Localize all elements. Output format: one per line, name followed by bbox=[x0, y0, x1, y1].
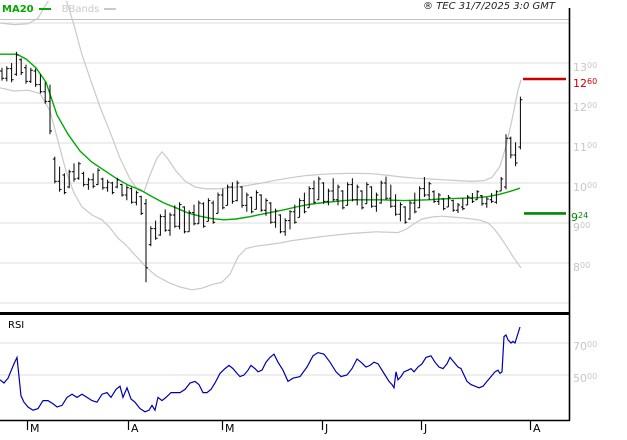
chart-legend: MA20 BBands bbox=[2, 2, 117, 16]
y-axis-label: 1000 bbox=[573, 181, 597, 194]
x-axis-month-label: M bbox=[225, 422, 235, 435]
y-axis-label-main: 11 bbox=[573, 141, 587, 154]
y-axis-label: 1100 bbox=[573, 141, 597, 154]
x-axis-month-label: A bbox=[533, 422, 541, 435]
y-axis-label: 5000 bbox=[573, 372, 597, 385]
y-axis-label-decimals: 00 bbox=[587, 372, 598, 381]
y-axis-label-decimals: 00 bbox=[587, 141, 598, 150]
y-axis-label: 924 bbox=[571, 211, 588, 224]
bollinger-lower-line bbox=[0, 87, 522, 291]
y-axis-label: 7000 bbox=[573, 340, 597, 353]
legend-bbands-swatch bbox=[104, 8, 117, 10]
ma20-line bbox=[0, 53, 521, 221]
y-axis-label-main: 12 bbox=[573, 101, 587, 114]
legend-bbands-label: BBands bbox=[61, 3, 100, 15]
y-axis-label-main: 13 bbox=[573, 61, 587, 74]
y-axis-label: 900 bbox=[573, 221, 590, 234]
panel-separator bbox=[0, 312, 569, 315]
price-gridlines bbox=[0, 22, 569, 304]
y-axis-label-main: 70 bbox=[573, 340, 587, 353]
y-axis-label-main: 8 bbox=[573, 261, 580, 274]
y-axis-label: 1260 bbox=[573, 77, 597, 90]
x-axis-month-label: J bbox=[325, 422, 329, 435]
y-axis-label: 1300 bbox=[573, 61, 597, 74]
copyright-text: ® TEC 31/7/2025 3:0 GMT bbox=[423, 1, 555, 12]
y-axis-label-main: 50 bbox=[573, 372, 587, 385]
y-axis-label-decimals: 00 bbox=[580, 221, 591, 230]
y-axis-label-decimals: 00 bbox=[587, 61, 598, 70]
y-axis-label: 800 bbox=[573, 261, 590, 274]
x-axis-month-label: A bbox=[131, 422, 139, 435]
y-axis-label-decimals: 00 bbox=[580, 261, 591, 270]
rsi-line bbox=[0, 326, 521, 413]
y-axis-label-main: 9 bbox=[573, 221, 580, 234]
y-axis-label-decimals: 00 bbox=[587, 340, 598, 349]
rsi-gridlines bbox=[0, 342, 569, 376]
x-axis-month-label: J bbox=[424, 422, 428, 435]
y-axis-label-decimals: 00 bbox=[587, 181, 598, 190]
y-axis-label-main: 10 bbox=[573, 181, 587, 194]
rsi-panel-label: RSI bbox=[8, 320, 25, 331]
ohlc-bars bbox=[0, 51, 523, 283]
y-axis-label-main: 12 bbox=[573, 77, 587, 90]
y-axis-label: 1200 bbox=[573, 101, 597, 114]
legend-ma20-swatch bbox=[38, 8, 51, 10]
x-axis-month-label: M bbox=[30, 422, 40, 435]
x-axis-ticks bbox=[26, 420, 532, 430]
y-axis-label-decimals: 60 bbox=[587, 77, 598, 86]
legend-ma20-label: MA20 bbox=[2, 3, 34, 15]
y-axis-label-decimals: 00 bbox=[587, 101, 598, 110]
y-axis-label-decimals: 24 bbox=[578, 211, 589, 221]
bollinger-upper-line bbox=[0, 1, 522, 193]
y-axis-label-main: 9 bbox=[571, 211, 578, 225]
